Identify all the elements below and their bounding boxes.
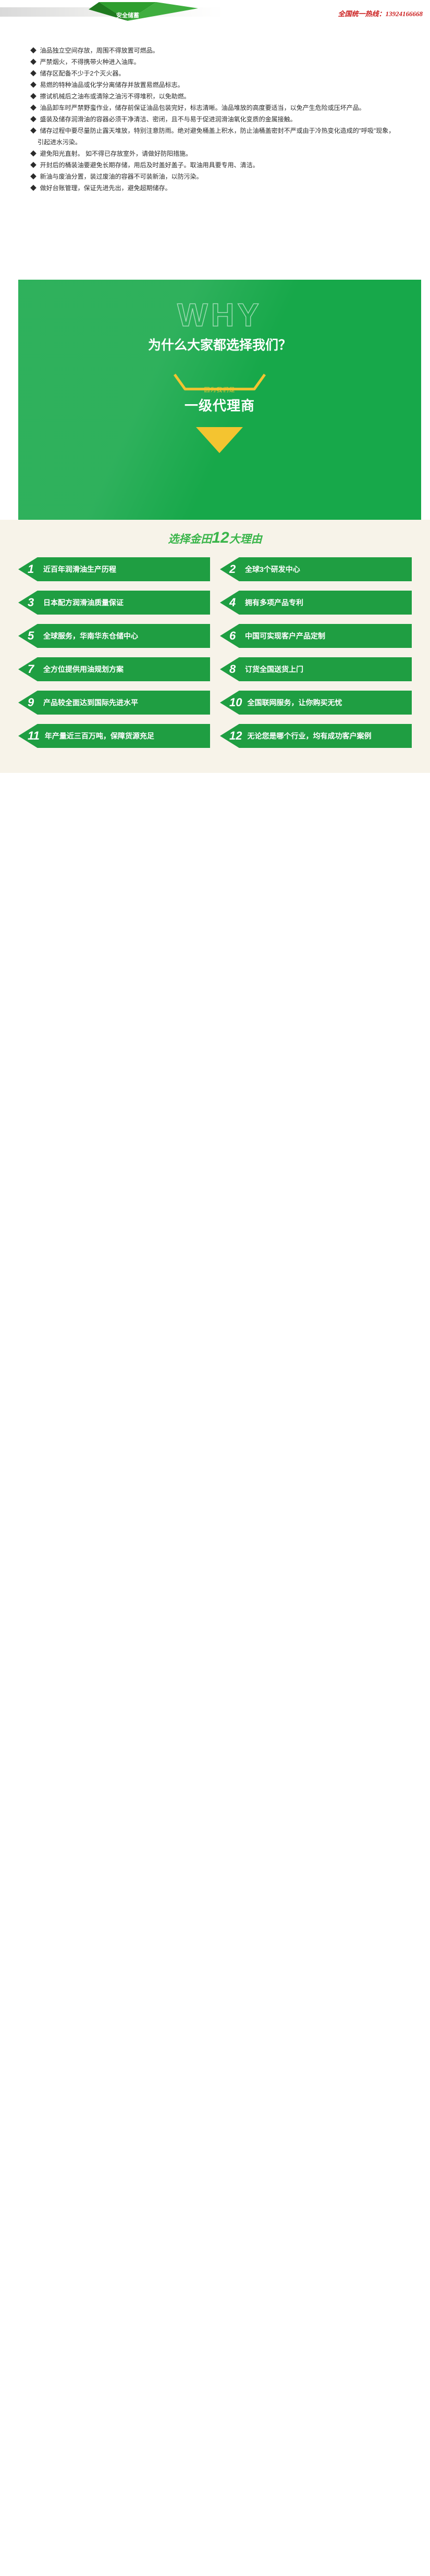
svg-text:安全储蓄: 安全储蓄 xyxy=(116,11,139,19)
